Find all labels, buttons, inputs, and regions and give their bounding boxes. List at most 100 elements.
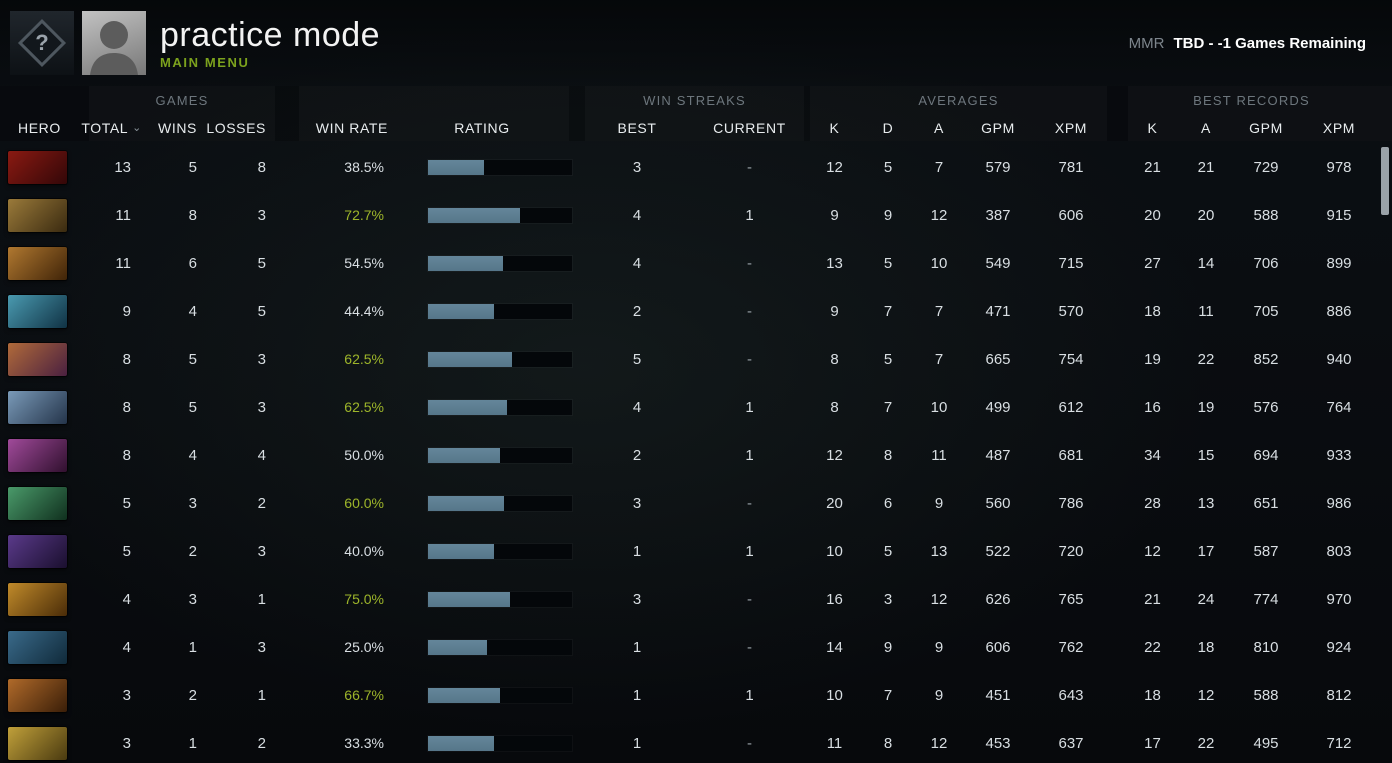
avg-gpm-cell: 549 [985, 254, 1011, 272]
rating-bar [428, 207, 572, 223]
hero-portrait[interactable] [8, 582, 67, 616]
col-header-hero: HERO [18, 119, 61, 136]
best-kills-cell: 21 [1144, 590, 1161, 608]
total-cell: 4 [122, 590, 131, 608]
hero-portrait[interactable] [8, 150, 67, 184]
best-gpm-cell: 705 [1253, 302, 1279, 320]
best-streak-cell: 1 [632, 734, 642, 752]
rating-bar [428, 687, 572, 703]
hero-row[interactable]: 5 2 3 40.0% 1 1 10 5 13 522 720 12 17 58… [0, 527, 1392, 575]
hero-portrait[interactable] [8, 678, 67, 712]
current-streak-cell: - [747, 590, 752, 608]
col-header-avg-d[interactable]: D [882, 119, 894, 136]
avg-assists-cell: 12 [930, 734, 948, 752]
best-gpm-cell: 495 [1253, 734, 1279, 752]
win-rate-cell: 62.5% [344, 351, 384, 367]
hero-row[interactable]: 11 8 3 72.7% 4 1 9 9 12 387 606 20 20 58… [0, 191, 1392, 239]
best-xpm-cell: 970 [1326, 590, 1352, 608]
best-xpm-cell: 940 [1326, 350, 1352, 368]
avg-assists-cell: 9 [934, 494, 944, 512]
hero-portrait[interactable] [8, 486, 67, 520]
col-header-current[interactable]: CURRENT [713, 119, 786, 136]
hero-row[interactable]: 8 4 4 50.0% 2 1 12 8 11 487 681 34 15 69… [0, 431, 1392, 479]
scrollbar-thumb[interactable] [1381, 147, 1389, 215]
losses-cell: 5 [257, 254, 266, 272]
avg-xpm-cell: 781 [1058, 158, 1084, 176]
rating-bar [428, 255, 572, 271]
hero-portrait[interactable] [8, 438, 67, 472]
rating-bar-fill [428, 543, 495, 559]
scrollbar-track[interactable] [1378, 145, 1392, 763]
col-header-losses[interactable]: LOSSES [206, 119, 266, 136]
col-header-rec-k[interactable]: K [1147, 119, 1158, 136]
losses-cell: 1 [257, 590, 266, 608]
total-cell: 11 [115, 254, 131, 272]
losses-cell: 3 [257, 638, 266, 656]
best-gpm-cell: 588 [1253, 686, 1279, 704]
hero-portrait[interactable] [8, 390, 67, 424]
rating-bar-fill [428, 591, 511, 607]
avg-gpm-cell: 451 [985, 686, 1011, 704]
best-kills-cell: 27 [1144, 254, 1161, 272]
avg-kills-cell: 9 [830, 206, 839, 224]
best-xpm-cell: 986 [1326, 494, 1352, 512]
rating-bar-fill [428, 447, 500, 463]
avg-deaths-cell: 7 [883, 398, 893, 416]
rating-bar-fill [428, 207, 521, 223]
avg-assists-cell: 12 [930, 206, 948, 224]
col-header-rating[interactable]: RATING [454, 119, 510, 136]
hero-row[interactable]: 5 3 2 60.0% 3 - 20 6 9 560 786 28 13 651… [0, 479, 1392, 527]
hero-row[interactable]: 3 2 1 66.7% 1 1 10 7 9 451 643 18 12 588… [0, 671, 1392, 719]
col-header-avg-a[interactable]: A [934, 119, 944, 136]
hero-row[interactable]: 9 4 5 44.4% 2 - 9 7 7 471 570 18 11 705 … [0, 287, 1392, 335]
hero-portrait[interactable] [8, 342, 67, 376]
col-header-win-rate[interactable]: WIN RATE [315, 119, 388, 136]
col-header-total[interactable]: TOTAL ⌄ [81, 114, 144, 141]
hero-portrait[interactable] [8, 534, 67, 568]
avg-gpm-cell: 471 [985, 302, 1011, 320]
avg-gpm-cell: 487 [985, 446, 1011, 464]
best-kills-cell: 12 [1144, 542, 1161, 560]
avg-kills-cell: 8 [830, 350, 839, 368]
losses-cell: 2 [257, 734, 266, 752]
best-assists-cell: 12 [1197, 686, 1215, 704]
hero-row[interactable]: 11 6 5 54.5% 4 - 13 5 10 549 715 27 14 7… [0, 239, 1392, 287]
rating-bar-fill [428, 255, 503, 271]
avg-deaths-cell: 8 [883, 446, 893, 464]
col-header-rec-xpm[interactable]: XPM [1322, 119, 1356, 136]
hero-row[interactable]: 8 5 3 62.5% 5 - 8 5 7 665 754 19 22 852 … [0, 335, 1392, 383]
current-streak-cell: 1 [745, 542, 754, 560]
hero-row[interactable]: 8 5 3 62.5% 4 1 8 7 10 499 612 16 19 576… [0, 383, 1392, 431]
col-header-wins[interactable]: WINS [158, 119, 197, 136]
col-header-rec-gpm[interactable]: GPM [1249, 119, 1283, 136]
hero-row[interactable]: 13 5 8 38.5% 3 - 12 5 7 579 781 21 21 72… [0, 143, 1392, 191]
best-streak-cell: 4 [632, 206, 642, 224]
main-menu-link[interactable]: MAIN MENU [160, 54, 250, 70]
col-header-rec-a[interactable]: A [1201, 119, 1211, 136]
best-gpm-cell: 729 [1253, 158, 1279, 176]
losses-cell: 2 [257, 494, 266, 512]
rating-bar [428, 591, 572, 607]
best-streak-cell: 2 [632, 446, 642, 464]
rating-bar-fill [428, 639, 488, 655]
hero-portrait[interactable] [8, 198, 67, 232]
hero-portrait[interactable] [8, 246, 67, 280]
hero-row[interactable]: 3 1 2 33.3% 1 - 11 8 12 453 637 17 22 49… [0, 719, 1392, 763]
col-header-avg-gpm[interactable]: GPM [981, 119, 1015, 136]
col-header-avg-k[interactable]: K [829, 119, 840, 136]
rating-bar-fill [428, 303, 495, 319]
current-streak-cell: - [747, 494, 752, 512]
col-header-avg-xpm[interactable]: XPM [1054, 119, 1088, 136]
hero-portrait[interactable] [8, 294, 67, 328]
losses-cell: 5 [257, 302, 266, 320]
avg-gpm-cell: 665 [985, 350, 1011, 368]
dota-logo[interactable]: ? [10, 11, 74, 75]
table-header: GAMES WIN STREAKS AVERAGES BEST RECORDS … [0, 86, 1392, 141]
hero-row[interactable]: 4 1 3 25.0% 1 - 14 9 9 606 762 22 18 810… [0, 623, 1392, 671]
avatar[interactable] [82, 11, 146, 75]
hero-row[interactable]: 4 3 1 75.0% 3 - 16 3 12 626 765 21 24 77… [0, 575, 1392, 623]
hero-portrait[interactable] [8, 726, 67, 760]
hero-portrait[interactable] [8, 630, 67, 664]
best-gpm-cell: 694 [1253, 446, 1279, 464]
col-header-best[interactable]: BEST [617, 119, 657, 136]
